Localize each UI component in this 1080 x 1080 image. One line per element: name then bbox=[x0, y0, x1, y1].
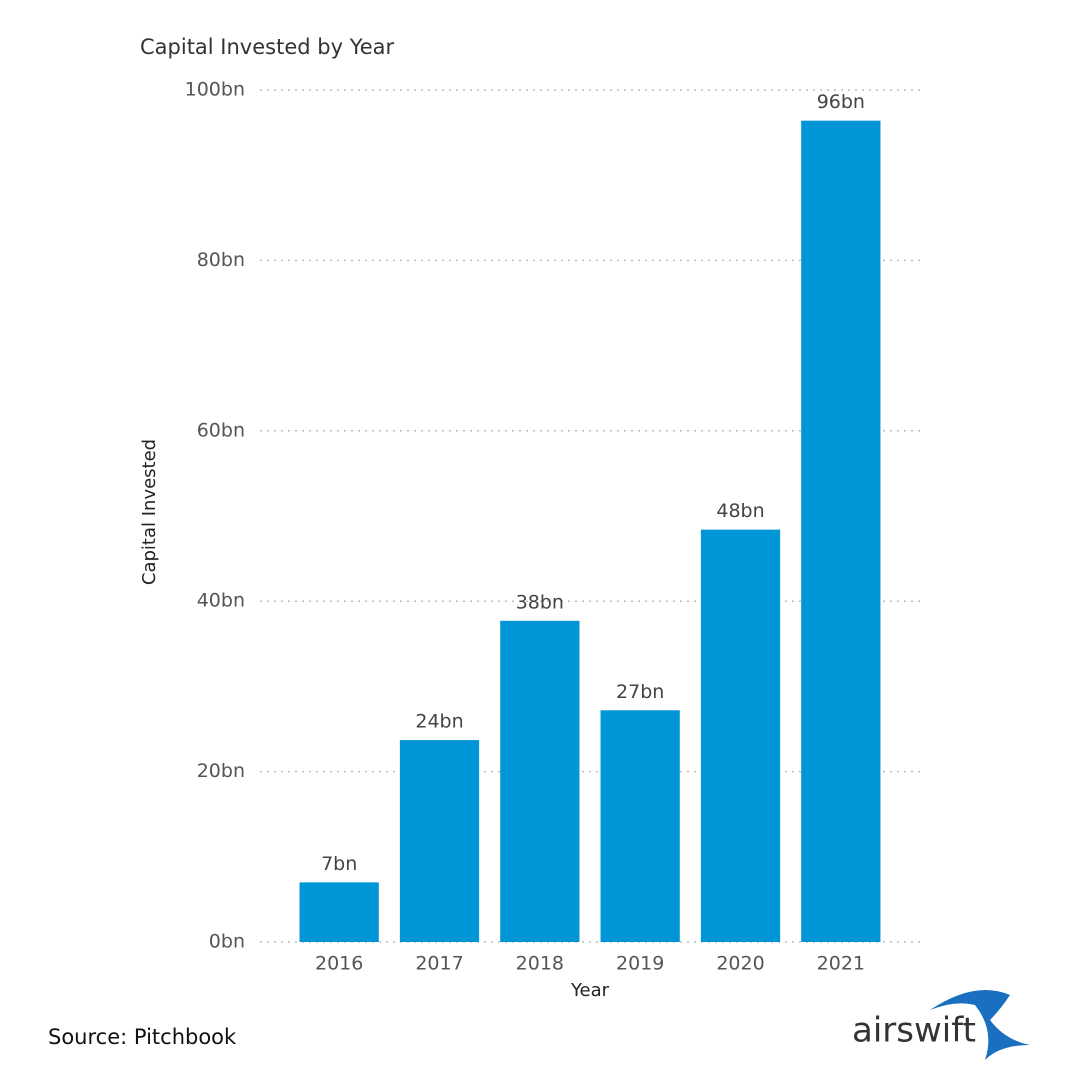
value-label: 48bn bbox=[716, 500, 764, 522]
bar bbox=[700, 529, 781, 942]
y-tick-label: 0bn bbox=[209, 931, 245, 953]
y-tick-label: 20bn bbox=[197, 760, 245, 782]
value-label: 7bn bbox=[321, 853, 357, 875]
x-tick-label: 2016 bbox=[315, 953, 363, 975]
value-label: 96bn bbox=[817, 91, 865, 113]
bar bbox=[801, 120, 881, 942]
value-label: 27bn bbox=[616, 681, 664, 703]
chart-title: Capital Invested by Year bbox=[140, 35, 395, 59]
value-label: 24bn bbox=[415, 711, 463, 733]
x-axis-label: Year bbox=[570, 980, 610, 1001]
x-tick-label: 2017 bbox=[415, 953, 463, 975]
x-tick-label: 2020 bbox=[716, 953, 764, 975]
bar bbox=[500, 620, 580, 942]
value-label: 38bn bbox=[516, 591, 564, 613]
logo: airswift bbox=[852, 1011, 976, 1051]
bar bbox=[399, 740, 480, 942]
y-tick-label: 80bn bbox=[197, 249, 245, 271]
source: Source: Pitchbook bbox=[48, 1025, 237, 1049]
x-tick-label: 2021 bbox=[817, 953, 865, 975]
x-tick-label: 2019 bbox=[616, 953, 664, 975]
x-tick-label: 2018 bbox=[516, 953, 564, 975]
bar bbox=[299, 882, 379, 942]
logo-icon bbox=[930, 990, 1030, 1060]
y-tick-label: 100bn bbox=[185, 79, 245, 101]
y-axis-label: Capital Invested bbox=[139, 439, 160, 585]
bar bbox=[600, 710, 680, 942]
y-tick-label: 40bn bbox=[197, 590, 245, 612]
y-tick-label: 60bn bbox=[197, 419, 245, 441]
